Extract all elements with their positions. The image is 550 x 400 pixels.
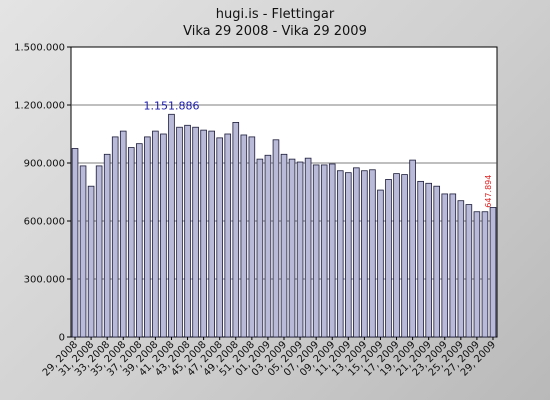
- annotations: 1.151.886 647.894: [143, 99, 492, 207]
- bar: [385, 179, 392, 338]
- bar: [312, 164, 320, 338]
- bar: [168, 113, 175, 338]
- bar: [369, 169, 376, 338]
- bar: [176, 126, 183, 338]
- bar: [152, 130, 159, 338]
- bar: [433, 185, 441, 338]
- y-axis: 0 300.000 600.000 900.000 1.200.000 1.500.000: [14, 43, 71, 344]
- bar: [160, 133, 167, 338]
- bar: [272, 139, 280, 338]
- bar: [264, 154, 272, 338]
- bar: [111, 136, 119, 338]
- y-tick-label: 900.000: [24, 159, 65, 170]
- bar: [361, 170, 368, 338]
- bar: [465, 204, 473, 338]
- y-tick-label: 300.000: [24, 275, 65, 286]
- bar: [417, 180, 424, 338]
- y-tick-label: 1.200.000: [14, 101, 65, 112]
- bar: [288, 158, 296, 338]
- bar: [127, 147, 135, 338]
- bar: [449, 193, 457, 338]
- bar: [336, 170, 344, 338]
- bar: [473, 211, 481, 338]
- last-value-label: 647.894: [484, 175, 493, 208]
- bar: [184, 124, 191, 338]
- bar: [489, 207, 497, 338]
- bar: [216, 137, 223, 338]
- bar: [79, 165, 87, 338]
- bar: [345, 172, 352, 338]
- bar: [409, 159, 416, 338]
- y-tick-label: 0: [59, 333, 65, 344]
- max-value-label: 1.151.886: [143, 99, 199, 112]
- bar: [240, 134, 248, 338]
- bar: [95, 165, 103, 338]
- bar: [256, 158, 264, 338]
- bar: [208, 130, 215, 338]
- bar: [136, 143, 143, 338]
- bar: [401, 174, 408, 338]
- y-tick-label: 600.000: [24, 217, 65, 228]
- bar: [144, 136, 151, 338]
- bar: [71, 148, 79, 338]
- bar: [296, 161, 304, 338]
- bar: [192, 126, 199, 338]
- bar: [304, 157, 312, 338]
- bar: [280, 153, 288, 338]
- y-tick-label: 1.500.000: [14, 43, 65, 54]
- bar: [224, 133, 232, 338]
- bar: [200, 129, 207, 338]
- chart-title: hugi.is - Flettingar: [216, 7, 335, 22]
- bar: [457, 200, 465, 338]
- bar: [87, 185, 95, 338]
- bars: [71, 113, 497, 338]
- bar: [248, 136, 256, 338]
- chart-subtitle: Vika 29 2008 - Vika 29 2009: [183, 24, 367, 39]
- bar: [119, 130, 127, 338]
- bar: [320, 164, 328, 338]
- bar: [441, 193, 449, 338]
- bar: [425, 182, 432, 338]
- bar: [353, 167, 360, 338]
- bar: [481, 211, 489, 338]
- bar: [103, 153, 111, 338]
- bar: [393, 173, 400, 338]
- bar: [328, 163, 336, 338]
- bar: [232, 122, 240, 338]
- bar: [377, 189, 384, 338]
